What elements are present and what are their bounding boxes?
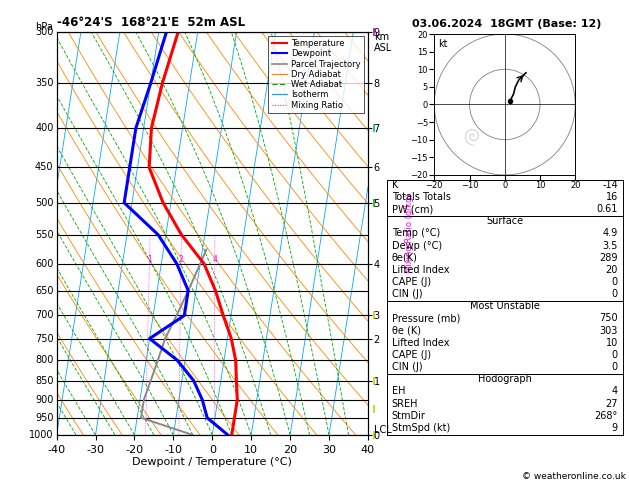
Text: -46°24'S  168°21'E  52m ASL: -46°24'S 168°21'E 52m ASL — [57, 16, 245, 29]
Text: km
ASL: km ASL — [374, 32, 392, 53]
Bar — [387, 180, 623, 216]
Bar — [387, 301, 623, 374]
Text: 20: 20 — [606, 265, 618, 275]
Text: 1: 1 — [147, 255, 152, 264]
Text: 10: 10 — [606, 338, 618, 348]
Text: Pressure (mb): Pressure (mb) — [391, 313, 460, 324]
Text: 289: 289 — [599, 253, 618, 263]
Text: 350: 350 — [35, 78, 53, 88]
Text: 550: 550 — [35, 230, 53, 240]
Text: Lifted Index: Lifted Index — [391, 265, 449, 275]
Text: 950: 950 — [35, 413, 53, 423]
Text: 400: 400 — [35, 123, 53, 133]
Text: hPa: hPa — [36, 21, 53, 32]
Text: 0.61: 0.61 — [597, 204, 618, 214]
Text: Dewp (°C): Dewp (°C) — [391, 241, 442, 251]
Text: Totals Totals: Totals Totals — [391, 192, 450, 202]
Text: 4: 4 — [213, 255, 217, 264]
Text: 0: 0 — [612, 277, 618, 287]
Text: CIN (J): CIN (J) — [391, 362, 422, 372]
Text: 268°: 268° — [595, 411, 618, 421]
Text: Hodograph: Hodograph — [478, 374, 532, 384]
Text: StmDir: StmDir — [391, 411, 425, 421]
Text: © weatheronline.co.uk: © weatheronline.co.uk — [522, 472, 626, 481]
Text: 650: 650 — [35, 286, 53, 295]
Text: 0: 0 — [612, 350, 618, 360]
Text: StmSpd (kt): StmSpd (kt) — [391, 423, 450, 433]
Text: Surface: Surface — [486, 216, 523, 226]
Bar — [387, 216, 623, 301]
Text: 750: 750 — [35, 333, 53, 344]
Text: 0: 0 — [612, 362, 618, 372]
Text: 800: 800 — [35, 355, 53, 365]
Text: EH: EH — [391, 386, 405, 397]
Text: Lifted Index: Lifted Index — [391, 338, 449, 348]
Text: Most Unstable: Most Unstable — [470, 301, 540, 312]
Text: K: K — [391, 180, 398, 190]
Text: Temp (°C): Temp (°C) — [391, 228, 440, 239]
Text: 450: 450 — [35, 162, 53, 173]
Text: 303: 303 — [599, 326, 618, 336]
Text: 750: 750 — [599, 313, 618, 324]
Text: CAPE (J): CAPE (J) — [391, 277, 431, 287]
Text: 9: 9 — [612, 423, 618, 433]
Text: 16: 16 — [606, 192, 618, 202]
Text: 700: 700 — [35, 311, 53, 320]
Text: 0: 0 — [612, 289, 618, 299]
Text: CAPE (J): CAPE (J) — [391, 350, 431, 360]
Text: 3.5: 3.5 — [603, 241, 618, 251]
Text: 2: 2 — [179, 255, 183, 264]
Text: Mixing Ratio (g/kg): Mixing Ratio (g/kg) — [405, 193, 415, 273]
Bar — [387, 374, 623, 435]
Text: 500: 500 — [35, 198, 53, 208]
Text: SREH: SREH — [391, 399, 418, 409]
Text: 4.9: 4.9 — [603, 228, 618, 239]
Text: 03.06.2024  18GMT (Base: 12): 03.06.2024 18GMT (Base: 12) — [411, 19, 601, 29]
Text: θe (K): θe (K) — [391, 326, 421, 336]
Legend: Temperature, Dewpoint, Parcel Trajectory, Dry Adiabat, Wet Adiabat, Isotherm, Mi: Temperature, Dewpoint, Parcel Trajectory… — [269, 36, 364, 113]
Text: 4: 4 — [612, 386, 618, 397]
X-axis label: Dewpoint / Temperature (°C): Dewpoint / Temperature (°C) — [132, 457, 292, 468]
Text: CIN (J): CIN (J) — [391, 289, 422, 299]
Text: 1000: 1000 — [29, 430, 53, 440]
Text: kt: kt — [438, 39, 447, 49]
Text: LCL: LCL — [374, 425, 392, 435]
Text: PW (cm): PW (cm) — [391, 204, 433, 214]
Text: -14: -14 — [602, 180, 618, 190]
Text: 27: 27 — [606, 399, 618, 409]
Text: θe(K): θe(K) — [391, 253, 418, 263]
Text: 900: 900 — [35, 395, 53, 405]
Text: 300: 300 — [35, 27, 53, 36]
Text: 850: 850 — [35, 376, 53, 385]
Text: 600: 600 — [35, 259, 53, 269]
